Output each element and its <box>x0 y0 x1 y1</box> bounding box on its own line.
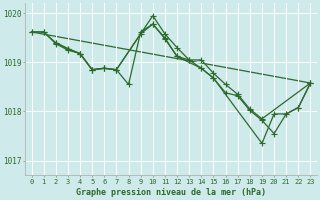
X-axis label: Graphe pression niveau de la mer (hPa): Graphe pression niveau de la mer (hPa) <box>76 188 266 197</box>
